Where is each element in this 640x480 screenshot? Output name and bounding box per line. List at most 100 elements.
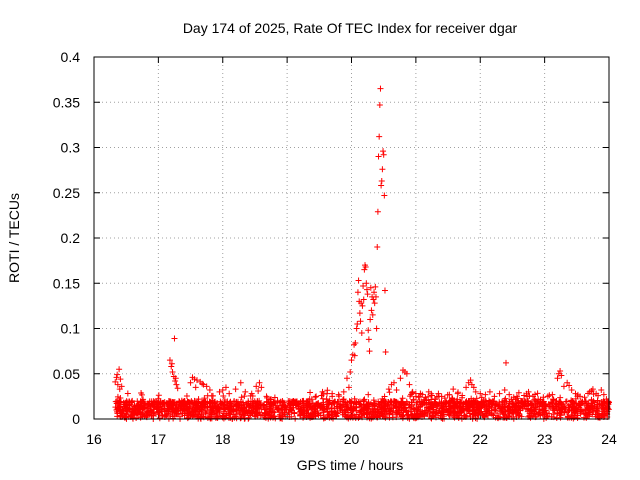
data-point (184, 403, 191, 410)
data-point (173, 381, 180, 388)
data-point (233, 402, 240, 409)
data-point (219, 387, 226, 394)
x-axis-label: GPS time / hours (297, 457, 404, 473)
plot-frame (93, 56, 610, 420)
data-point (347, 368, 354, 375)
data-point (496, 390, 503, 397)
data-point (252, 399, 259, 406)
data-point (362, 263, 369, 270)
x-tick-label: 19 (279, 431, 295, 447)
data-point (568, 414, 575, 421)
data-point (426, 405, 433, 412)
data-point (263, 393, 270, 400)
data-point (416, 393, 423, 400)
data-point (386, 389, 393, 396)
data-point (148, 412, 155, 419)
data-point (569, 397, 576, 404)
data-point (403, 408, 410, 415)
data-point (374, 406, 381, 413)
data-point (320, 399, 327, 406)
data-point (114, 399, 121, 406)
data-point (352, 339, 359, 346)
data-point (364, 291, 371, 298)
data-point (287, 400, 294, 407)
data-point (500, 414, 507, 421)
data-point (348, 404, 355, 411)
data-point (354, 289, 361, 296)
data-point (147, 402, 154, 409)
data-point (146, 398, 153, 405)
data-point (409, 388, 416, 395)
data-point (399, 415, 406, 422)
data-point (438, 408, 445, 415)
data-point (358, 330, 365, 337)
data-point (536, 409, 543, 416)
data-point (515, 397, 522, 404)
data-point (114, 371, 121, 378)
data-point (458, 409, 465, 416)
data-point (259, 402, 266, 409)
data-point (589, 411, 596, 418)
data-point (353, 325, 360, 332)
data-point (471, 410, 478, 417)
data-point (350, 407, 357, 414)
data-point (528, 400, 535, 407)
data-point (435, 390, 442, 397)
data-point (393, 387, 400, 394)
data-point (256, 379, 263, 386)
data-point (488, 407, 495, 414)
data-point (208, 406, 215, 413)
data-point (352, 401, 359, 408)
data-point (363, 286, 370, 293)
data-point (360, 296, 367, 303)
data-point (337, 407, 344, 414)
data-point (459, 392, 466, 399)
data-point (405, 404, 412, 411)
data-point (605, 399, 612, 406)
data-point (501, 387, 508, 394)
data-point (550, 396, 557, 403)
data-point (447, 399, 454, 406)
x-tick-label: 24 (601, 431, 617, 447)
data-point (206, 387, 213, 394)
data-point (171, 407, 178, 414)
data-point (380, 151, 387, 158)
data-point (482, 391, 489, 398)
data-point (558, 372, 565, 379)
data-point (513, 406, 520, 413)
data-point (245, 408, 252, 415)
data-point (287, 406, 294, 413)
data-point (412, 390, 419, 397)
data-point (417, 402, 424, 409)
data-point (242, 388, 249, 395)
data-point (515, 403, 522, 410)
data-point (197, 405, 204, 412)
data-point (430, 402, 437, 409)
data-point (253, 383, 260, 390)
data-point (353, 411, 360, 418)
data-point (201, 405, 208, 412)
data-point (376, 401, 383, 408)
data-point (307, 389, 314, 396)
data-point (268, 396, 275, 403)
data-point (340, 400, 347, 407)
data-point (113, 400, 120, 407)
data-point (187, 379, 194, 386)
data-point (446, 391, 453, 398)
data-point (305, 410, 312, 417)
data-point (557, 399, 564, 406)
data-point (249, 410, 256, 417)
data-point (425, 388, 432, 395)
data-point (182, 407, 189, 414)
data-point (534, 402, 541, 409)
data-point (566, 382, 573, 389)
data-point (117, 376, 124, 383)
data-point (240, 401, 247, 408)
data-point (590, 398, 597, 405)
data-point (329, 393, 336, 400)
data-point (312, 394, 319, 401)
data-point (569, 403, 576, 410)
data-point (410, 396, 417, 403)
data-point (492, 406, 499, 413)
data-point (475, 405, 482, 412)
